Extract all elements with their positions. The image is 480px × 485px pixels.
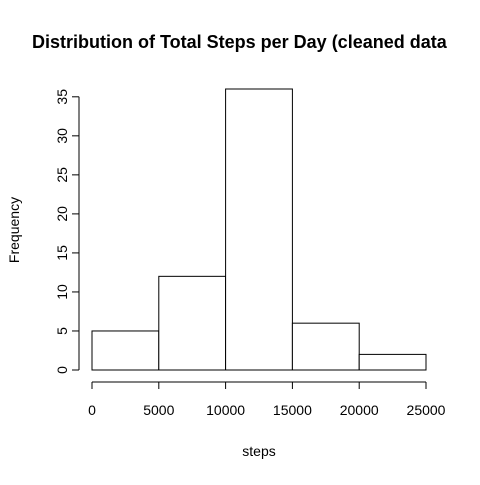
y-tick-label: 10 — [54, 284, 70, 300]
histogram-bar — [158, 275, 227, 371]
y-tick-label: 20 — [54, 206, 70, 222]
histogram-bar — [358, 353, 427, 371]
y-tick-label: 35 — [54, 89, 70, 105]
x-tick-label: 15000 — [273, 402, 312, 418]
histogram-bar — [91, 330, 160, 371]
histogram-bar — [291, 322, 360, 371]
histogram-bar — [225, 88, 293, 371]
x-tick-label: 5000 — [143, 402, 174, 418]
x-tick-label: 25000 — [407, 402, 446, 418]
y-tick-label: 5 — [54, 327, 70, 335]
bars-layer — [91, 88, 427, 371]
y-axis: 0 5 10 15 20 25 30 35 — [54, 89, 80, 374]
chart-title: Distribution of Total Steps per Day (cle… — [32, 32, 448, 52]
x-tick-label: 0 — [88, 402, 96, 418]
x-tick-label: 20000 — [340, 402, 379, 418]
y-tick-label: 0 — [54, 366, 70, 374]
x-axis-label: steps — [242, 443, 275, 459]
y-axis-label: Frequency — [6, 197, 22, 263]
x-axis: 0 5000 10000 15000 20000 25000 — [88, 381, 446, 418]
y-tick-label: 25 — [54, 167, 70, 183]
y-tick-label: 15 — [54, 245, 70, 261]
y-tick-label: 30 — [54, 128, 70, 144]
x-tick-label: 10000 — [206, 402, 245, 418]
